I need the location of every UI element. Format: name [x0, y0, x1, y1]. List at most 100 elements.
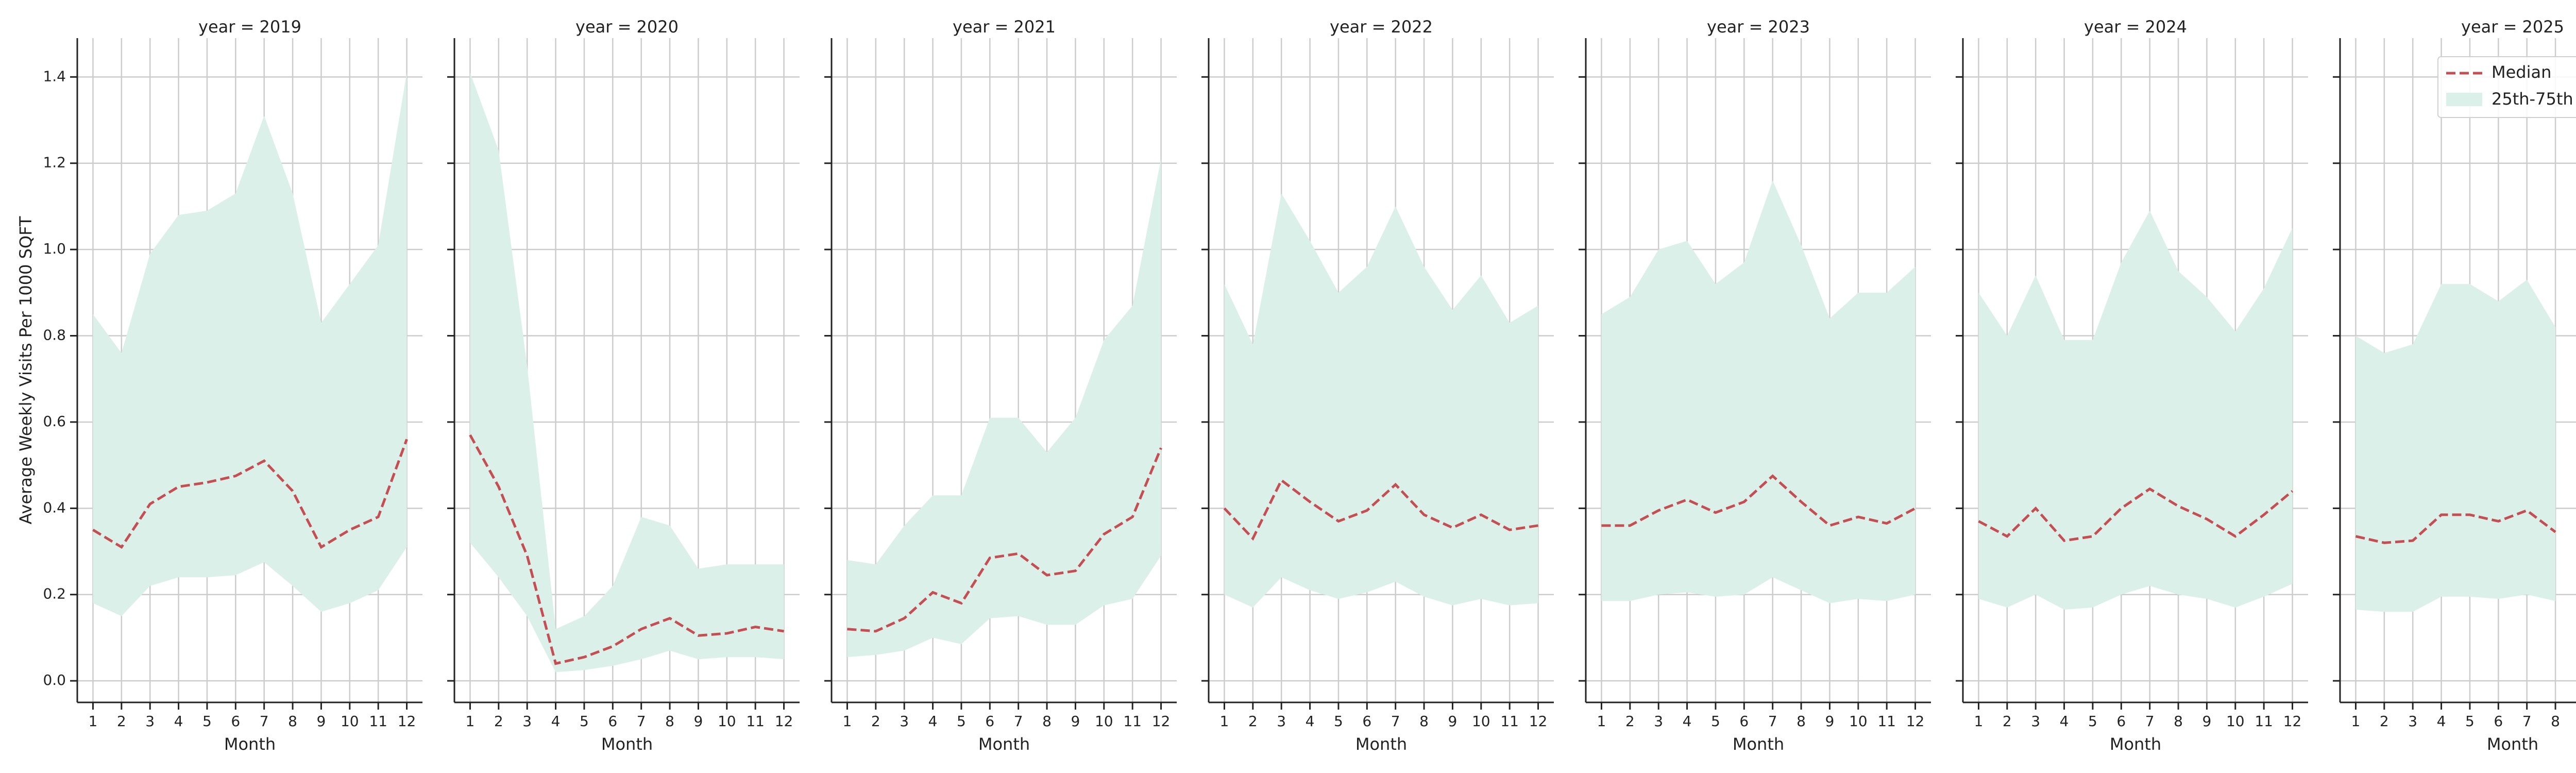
panel-title: year = 2019 — [198, 17, 301, 37]
x-tick-label: 5 — [202, 713, 212, 730]
x-tick-label: 9 — [1825, 713, 1835, 730]
legend-label: 25th-75th Percentile — [2492, 89, 2576, 109]
panel-title: year = 2021 — [953, 17, 1056, 37]
x-tick-label: 1 — [2351, 713, 2361, 730]
median-line — [469, 434, 784, 665]
x-tick-label: 11 — [369, 713, 387, 730]
legend-label: Median — [2492, 62, 2551, 82]
x-tick-label: 4 — [1306, 713, 1315, 730]
x-tick-label: 12 — [1152, 713, 1171, 730]
x-tick-label: 7 — [1014, 713, 1023, 730]
x-tick-label: 12 — [398, 713, 416, 730]
x-tick-label: 1 — [89, 713, 98, 730]
median-line — [1223, 478, 1538, 541]
x-tick-label: 6 — [2494, 713, 2503, 730]
x-tick-label: 12 — [1529, 713, 1548, 730]
panel-title: year = 2022 — [1330, 17, 1433, 37]
x-axis-label: Month — [1733, 734, 1784, 754]
x-tick-label: 12 — [1906, 713, 1925, 730]
x-tick-label: 1 — [1597, 713, 1606, 730]
x-tick-label: 8 — [1419, 713, 1429, 730]
x-tick-label: 7 — [1768, 713, 1777, 730]
x-tick-label: 3 — [2408, 713, 2417, 730]
x-tick-label: 6 — [2116, 713, 2126, 730]
x-tick-label: 8 — [1042, 713, 1052, 730]
x-tick-label: 3 — [2031, 713, 2040, 730]
x-tick-label: 4 — [174, 713, 183, 730]
x-tick-label: 6 — [1739, 713, 1749, 730]
percentile-band — [1601, 180, 1916, 603]
x-tick-label: 11 — [746, 713, 765, 730]
x-tick-label: 11 — [1877, 713, 1896, 730]
x-tick-label: 10 — [1095, 713, 1113, 730]
x-tick-label: 11 — [1123, 713, 1142, 730]
x-tick-label: 10 — [1849, 713, 1868, 730]
x-tick-label: 12 — [775, 713, 793, 730]
percentile-band — [2355, 279, 2556, 612]
y-tick-label: 0.2 — [43, 585, 66, 602]
median-line — [1978, 487, 2294, 542]
x-tick-label: 9 — [317, 713, 326, 730]
x-tick-label: 7 — [1391, 713, 1400, 730]
y-tick-label: 0.6 — [43, 413, 66, 430]
x-tick-label: 6 — [608, 713, 617, 730]
x-tick-label: 2 — [1625, 713, 1635, 730]
x-tick-label: 8 — [665, 713, 674, 730]
x-tick-label: 4 — [1683, 713, 1692, 730]
x-tick-label: 1 — [1974, 713, 1984, 730]
y-tick-label: 1.0 — [43, 240, 66, 257]
x-tick-label: 3 — [900, 713, 909, 730]
x-tick-label: 3 — [522, 713, 532, 730]
x-axis-label: Month — [2110, 734, 2161, 754]
x-tick-label: 8 — [1797, 713, 1806, 730]
legend-swatch — [2446, 93, 2482, 106]
x-tick-label: 7 — [2522, 713, 2532, 730]
x-tick-label: 5 — [2465, 713, 2475, 730]
percentile-band — [470, 72, 784, 673]
x-tick-label: 7 — [2145, 713, 2155, 730]
x-tick-label: 3 — [1277, 713, 1286, 730]
x-tick-label: 1 — [466, 713, 475, 730]
x-tick-label: 3 — [145, 713, 155, 730]
x-tick-label: 6 — [231, 713, 240, 730]
median-line — [2355, 509, 2556, 544]
x-tick-label: 2 — [871, 713, 880, 730]
x-tick-label: 4 — [551, 713, 561, 730]
x-tick-label: 5 — [580, 713, 589, 730]
x-tick-label: 8 — [2174, 713, 2183, 730]
x-axis-label: Month — [224, 734, 276, 754]
percentile-band — [847, 159, 1161, 658]
panel-title: year = 2020 — [575, 17, 679, 37]
x-tick-label: 11 — [2255, 713, 2273, 730]
median-line — [847, 447, 1162, 633]
x-tick-label: 6 — [985, 713, 994, 730]
x-tick-label: 4 — [2060, 713, 2069, 730]
x-tick-label: 5 — [957, 713, 966, 730]
panel-title: year = 2025 — [2461, 17, 2564, 37]
x-tick-label: 10 — [1472, 713, 1490, 730]
x-tick-label: 4 — [2437, 713, 2446, 730]
x-tick-label: 4 — [928, 713, 938, 730]
x-tick-label: 2 — [2380, 713, 2389, 730]
x-tick-label: 2 — [2003, 713, 2012, 730]
x-axis-label: Month — [978, 734, 1030, 754]
x-tick-label: 9 — [1448, 713, 1458, 730]
median-line — [92, 439, 408, 549]
x-tick-label: 7 — [637, 713, 646, 730]
x-tick-label: 3 — [1654, 713, 1663, 730]
x-tick-label: 6 — [1362, 713, 1371, 730]
x-tick-label: 7 — [260, 713, 269, 730]
percentile-band — [1978, 210, 2293, 610]
x-tick-label: 1 — [843, 713, 852, 730]
percentile-band — [1224, 193, 1538, 608]
x-tick-label: 12 — [2283, 713, 2302, 730]
x-tick-label: 1 — [1220, 713, 1229, 730]
x-tick-label: 8 — [288, 713, 297, 730]
x-tick-label: 9 — [1071, 713, 1080, 730]
y-tick-label: 1.4 — [43, 68, 66, 85]
x-tick-label: 2 — [1248, 713, 1258, 730]
y-tick-label: 0.4 — [43, 499, 66, 516]
x-tick-label: 5 — [1711, 713, 1720, 730]
